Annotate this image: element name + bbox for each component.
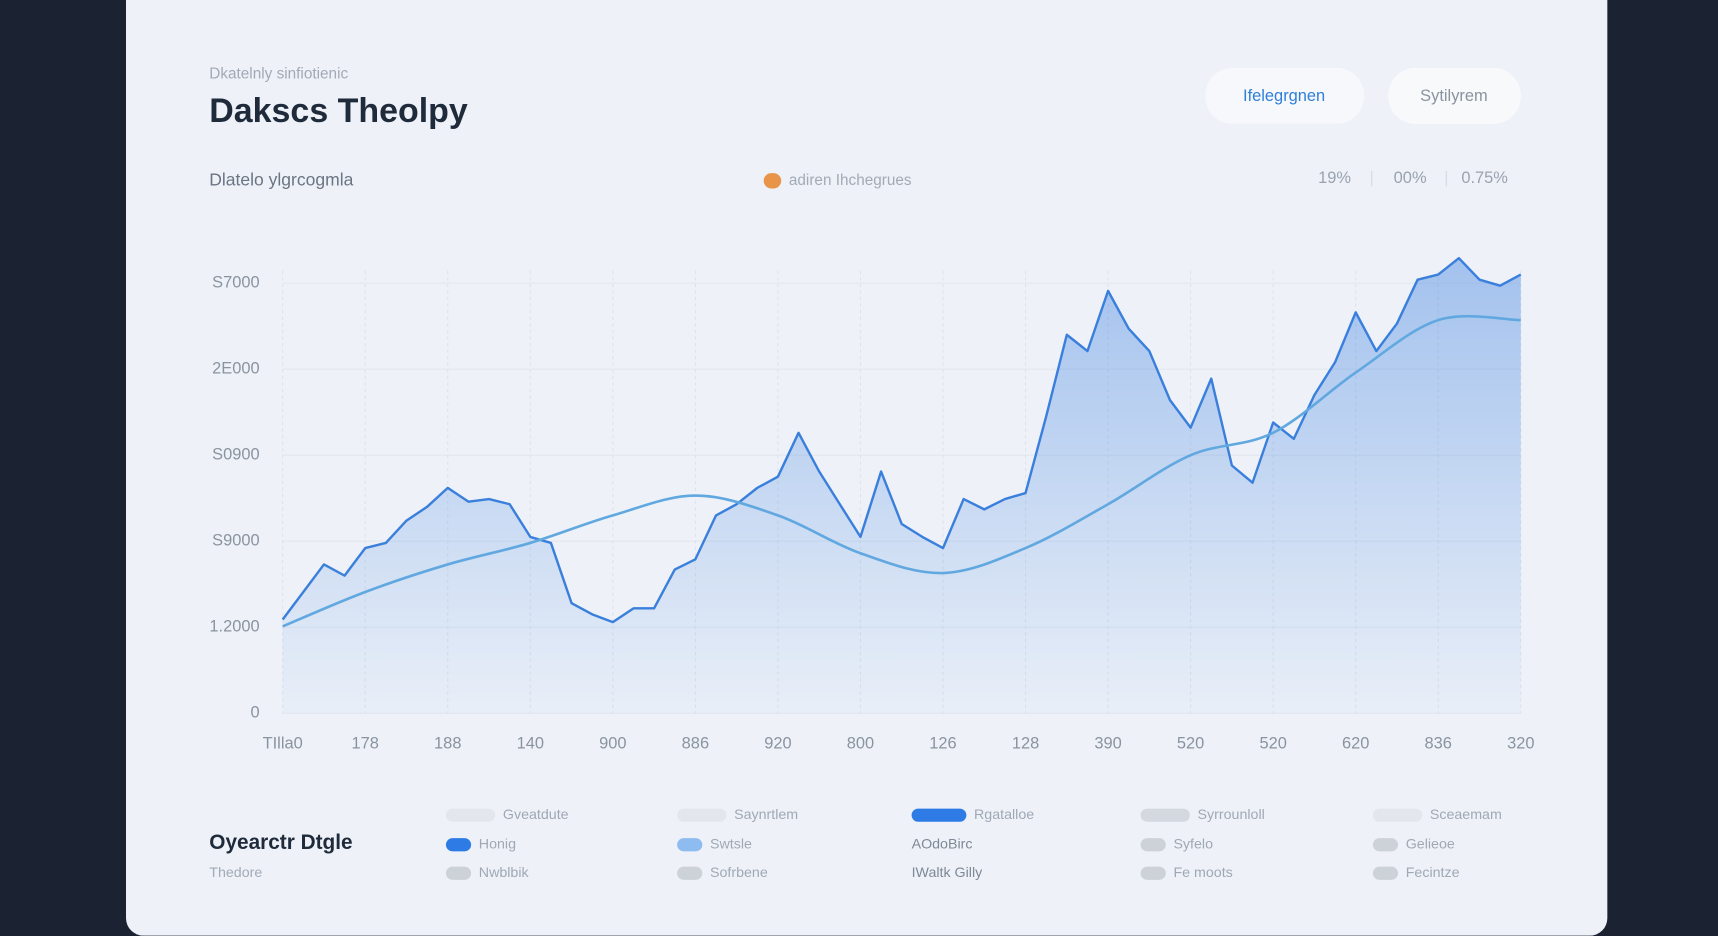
y-tick-label: 2E000 — [212, 360, 259, 378]
legend-pill — [1140, 808, 1190, 822]
x-tick-label: 800 — [847, 734, 874, 752]
x-tick-label: 390 — [1094, 734, 1121, 752]
legend-label: Rgatalloe — [974, 807, 1034, 823]
x-tick-label: 620 — [1342, 734, 1369, 752]
x-tick-label: 900 — [599, 734, 626, 752]
legend-pill — [445, 808, 496, 822]
legend-pill — [1372, 838, 1399, 852]
trend-line — [282, 314, 1521, 628]
legend-label: Syfelo — [1173, 837, 1213, 853]
y-tick-label: S7000 — [212, 273, 259, 291]
legend-label: adiren Ihchegrues — [789, 172, 912, 189]
legend-label: Sofrbene — [710, 865, 768, 881]
legend-pill — [1140, 866, 1166, 880]
x-tick-label: 140 — [517, 734, 544, 752]
x-tick-label: 128 — [1012, 734, 1039, 752]
legend-pill — [1140, 838, 1166, 852]
y-tick-label: 1.2000 — [209, 618, 259, 636]
legend-label: Nwblbik — [479, 865, 530, 881]
legend-pill — [677, 838, 703, 852]
y-tick-label: S0900 — [212, 446, 259, 464]
legend-label: Saynrtlem — [734, 807, 798, 823]
line — [281, 256, 1522, 624]
legend-label: Gelieoe — [1406, 837, 1455, 853]
y-tick-label: 0 — [251, 704, 260, 722]
tab-label: Sytilyrem — [1420, 87, 1488, 105]
area — [282, 258, 1521, 714]
legend-pill — [677, 866, 703, 880]
legend-pill — [677, 808, 727, 822]
x-tick-label: TIlla0 — [263, 734, 303, 752]
legend-label: AOdoBirc — [912, 837, 973, 853]
legend-swatch — [763, 173, 782, 189]
legend-label: Fecintze — [1406, 865, 1460, 881]
x-tick-label: 126 — [929, 734, 956, 752]
summary-subtitle: Thedore — [209, 865, 262, 881]
legend-label: IWaltk Gilly — [912, 865, 984, 881]
legend-label: Fe moots — [1173, 865, 1232, 881]
x-tick-label: 188 — [434, 734, 461, 752]
subtitle: Dkatelnly sinfiotienic — [209, 66, 348, 83]
summary-title: Oyearctr Dtgle — [209, 831, 352, 854]
stat: 0.75% — [1461, 169, 1508, 187]
x-tick-label: 520 — [1177, 734, 1204, 752]
title: Dakscs Theolpy — [209, 92, 468, 130]
tab[interactable] — [1205, 67, 1365, 124]
legend-label: Honig — [479, 837, 516, 853]
legend-label: Gveatdute — [503, 807, 569, 823]
tab[interactable] — [1388, 67, 1521, 124]
legend-pill — [911, 808, 967, 822]
legend-label: Syrrounloll — [1198, 807, 1265, 823]
stat: 00% — [1394, 169, 1427, 187]
legend-pill — [1372, 808, 1423, 822]
x-tick-label: 520 — [1259, 734, 1286, 752]
legend-label: Sceaemam — [1430, 807, 1502, 823]
x-tick-label: 920 — [764, 734, 791, 752]
stat: 19% — [1318, 169, 1351, 187]
legend-label: Swtsle — [710, 837, 752, 853]
x-tick-label: 320 — [1507, 734, 1534, 752]
chart-subtitle: Dlatelo ylgrcogmla — [209, 169, 353, 189]
legend-pill — [445, 866, 472, 880]
y-tick-label: S9000 — [212, 532, 259, 550]
x-tick-label: 886 — [682, 734, 709, 752]
x-tick-label: 178 — [352, 734, 379, 752]
legend-pill — [445, 838, 472, 852]
tab-label: Ifelegrgnen — [1243, 87, 1325, 105]
x-tick-label: 836 — [1425, 734, 1452, 752]
legend-pill — [1372, 866, 1399, 880]
